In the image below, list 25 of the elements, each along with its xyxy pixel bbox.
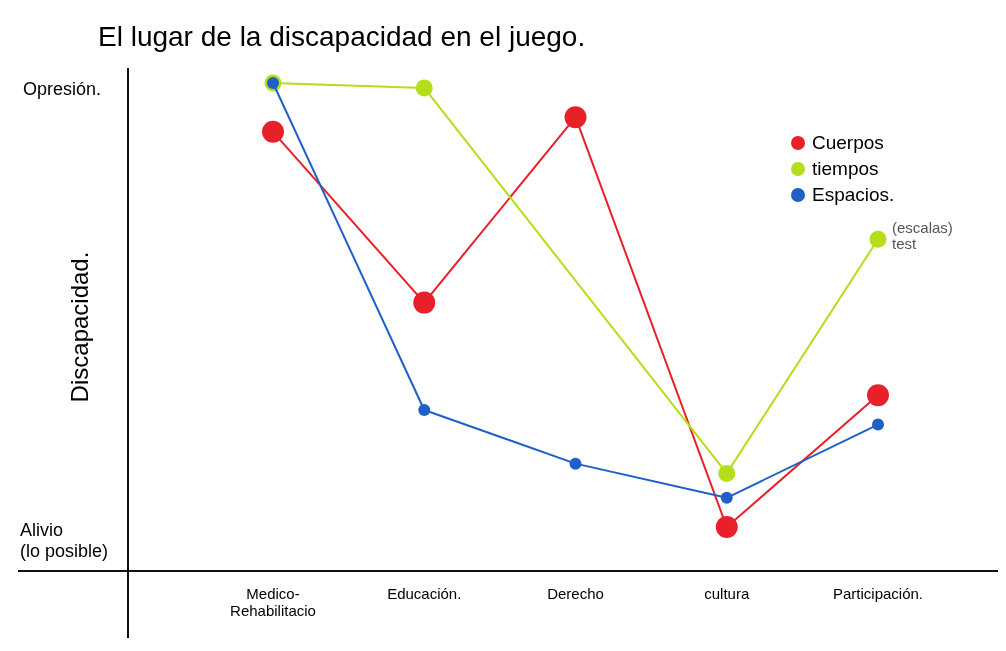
- legend-label: Cuerpos: [812, 132, 884, 153]
- text: Alivio (lo posible): [20, 520, 109, 561]
- legend-label: tiempos: [812, 158, 879, 179]
- point: [564, 106, 587, 129]
- point: [569, 457, 582, 470]
- point: [869, 230, 887, 248]
- point: [872, 418, 884, 431]
- point: [715, 516, 738, 539]
- y-axis-title: Discapacidad.: [66, 251, 93, 403]
- x-tick-label: Derecho: [547, 585, 604, 602]
- point: [418, 403, 431, 416]
- x-tick-label: Participación.: [832, 585, 924, 602]
- x-tick-label: cultura: [704, 585, 750, 602]
- x-tick-label: Medico- Rehabilitacio: [230, 585, 316, 619]
- point: [262, 120, 284, 143]
- point: [413, 291, 436, 314]
- x-tick-label: Educación.: [387, 585, 462, 602]
- point: [867, 384, 889, 407]
- legend-label: Espacios.: [812, 184, 895, 205]
- text: Opresión.: [23, 79, 102, 99]
- point: [718, 464, 736, 482]
- annotation: (escalas) test: [892, 219, 953, 253]
- chart-title: El lugar de la discapacidad en el juego.: [98, 21, 586, 52]
- point: [415, 79, 433, 97]
- point: [720, 491, 733, 504]
